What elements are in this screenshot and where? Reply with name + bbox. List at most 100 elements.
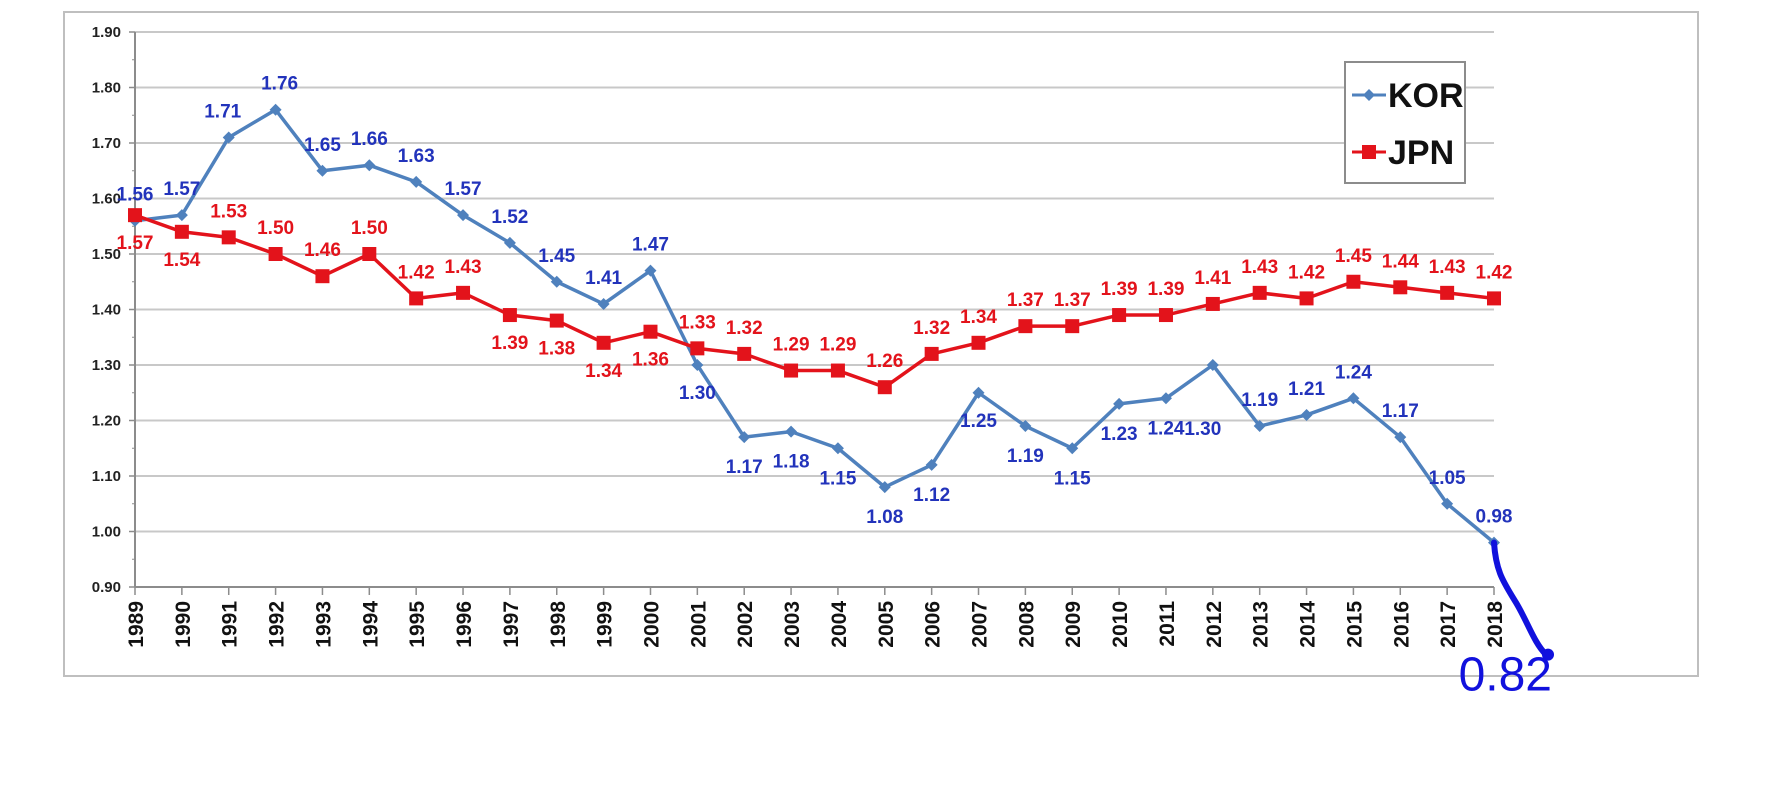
- x-tick-label: 2004: [828, 601, 851, 648]
- data-label-jpn: 1.37: [1054, 290, 1091, 311]
- data-label-kor: 1.76: [261, 74, 298, 95]
- marker-kor: [738, 431, 751, 444]
- x-tick-label: 2003: [781, 601, 804, 648]
- data-label-kor: 1.17: [1382, 401, 1419, 422]
- marker-jpn: [362, 247, 377, 261]
- marker-jpn: [1393, 280, 1408, 295]
- marker-kor: [878, 481, 891, 494]
- data-label-jpn: 1.29: [819, 335, 856, 356]
- x-tick-label: 2001: [687, 601, 710, 648]
- annotation-stroke: [1491, 539, 1549, 658]
- data-label-kor: 1.08: [866, 507, 903, 528]
- x-axis-ticks: 1989 1990 1991 1992 1993 1994 1995 1996 1997 1998…: [125, 587, 1507, 648]
- marker-jpn: [1018, 319, 1033, 334]
- legend-jpn-label: JPN: [1388, 134, 1454, 172]
- marker-jpn: [502, 308, 517, 323]
- marker-jpn: [1112, 308, 1127, 323]
- data-label-kor: 0.98: [1476, 507, 1513, 528]
- y-tick-label: 1.70: [92, 135, 121, 152]
- data-label-jpn: 1.39: [1147, 279, 1184, 300]
- marker-jpn: [643, 324, 658, 339]
- y-axis-ticks: 0.90 1.00 1.10 1.20 1.30 1.40 1.50 1.60 1.70 1.80…: [92, 24, 135, 596]
- data-label-jpn: 1.57: [117, 233, 154, 254]
- legend-kor-marker-icon: [1363, 89, 1375, 101]
- data-label-kor: 1.15: [819, 468, 856, 489]
- x-tick-label: 1999: [594, 601, 617, 648]
- marker-jpn: [830, 363, 845, 378]
- data-label-jpn: 1.50: [257, 218, 294, 239]
- annotation-label: 0.82: [1459, 649, 1552, 702]
- x-tick-label: 1991: [219, 601, 242, 648]
- data-label-jpn: 1.41: [1194, 268, 1231, 289]
- marker-kor: [644, 264, 657, 277]
- data-label-jpn: 1.29: [773, 335, 810, 356]
- legend-jpn-marker-icon: [1362, 145, 1376, 159]
- marker-kor: [222, 131, 235, 144]
- data-label-jpn: 1.34: [960, 307, 997, 328]
- data-label-kor: 1.05: [1429, 468, 1466, 489]
- marker-kor: [316, 164, 329, 177]
- data-label-kor: 1.19: [1007, 446, 1044, 467]
- y-tick-label: 1.50: [92, 246, 121, 263]
- data-label-jpn: 1.50: [351, 218, 388, 239]
- x-tick-label: 1989: [125, 601, 148, 648]
- x-tick-label: 2007: [969, 601, 992, 648]
- x-tick-label: 1992: [266, 601, 289, 648]
- marker-kor: [1253, 420, 1266, 433]
- marker-jpn: [315, 269, 330, 284]
- data-label-jpn: 1.53: [210, 201, 247, 222]
- data-label-jpn: 1.42: [398, 262, 435, 283]
- data-label-kor: 1.47: [632, 235, 669, 256]
- x-tick-label: 2008: [1015, 601, 1038, 648]
- marker-jpn: [1487, 291, 1501, 306]
- legend: KOR JPN: [1344, 61, 1466, 184]
- data-label-kor: 1.25: [960, 411, 997, 432]
- y-tick-label: 1.20: [92, 413, 121, 430]
- marker-jpn: [924, 346, 939, 361]
- data-label-kor: 1.18: [773, 452, 810, 473]
- marker-jpn: [409, 291, 424, 306]
- x-tick-label: 2006: [922, 601, 945, 648]
- data-label-kor: 1.56: [117, 185, 154, 206]
- data-labels: 1.56 1.57 1.71 1.76 1.65 1.66 1.63 1.57 1.52 1.45…: [117, 74, 1513, 528]
- x-tick-label: 2002: [734, 601, 757, 648]
- data-label-kor: 1.63: [398, 146, 435, 167]
- annotation-dot: [1542, 648, 1554, 661]
- marker-kor: [175, 209, 188, 222]
- data-label-kor: 1.66: [351, 129, 388, 150]
- x-tick-label: 1994: [359, 601, 382, 648]
- y-tick-label: 1.60: [92, 191, 121, 208]
- marker-jpn: [596, 335, 611, 350]
- x-tick-label: 1997: [500, 601, 523, 648]
- marker-jpn: [268, 247, 283, 261]
- marker-jpn: [1440, 285, 1455, 300]
- marker-jpn: [877, 380, 892, 395]
- marker-kor: [1300, 408, 1313, 421]
- data-label-jpn: 1.36: [632, 350, 669, 371]
- marker-kor: [925, 458, 938, 471]
- x-tick-label: 2015: [1343, 601, 1366, 648]
- marker-jpn: [221, 230, 236, 245]
- marker-kor: [1394, 431, 1407, 444]
- x-tick-label: 1996: [453, 601, 476, 648]
- data-label-kor: 1.65: [304, 135, 341, 156]
- x-tick-label: 2013: [1250, 601, 1273, 648]
- data-label-kor: 1.45: [538, 246, 575, 267]
- data-label-jpn: 1.38: [538, 339, 575, 360]
- data-label-kor: 1.23: [1101, 424, 1138, 445]
- marker-kor: [503, 236, 516, 249]
- marker-jpn: [128, 208, 142, 223]
- data-label-kor: 1.24: [1147, 418, 1184, 439]
- marker-jpn: [456, 285, 471, 300]
- data-label-jpn: 1.39: [1101, 279, 1138, 300]
- marker-kor: [457, 209, 470, 222]
- data-label-jpn: 1.43: [1241, 257, 1278, 278]
- marker-jpn: [1205, 296, 1220, 311]
- data-label-jpn: 1.45: [1335, 246, 1372, 267]
- series-group: [128, 103, 1501, 549]
- marker-kor: [785, 425, 798, 438]
- legend-box: [1344, 61, 1466, 184]
- data-label-jpn: 1.33: [679, 312, 716, 333]
- marker-jpn: [690, 341, 705, 356]
